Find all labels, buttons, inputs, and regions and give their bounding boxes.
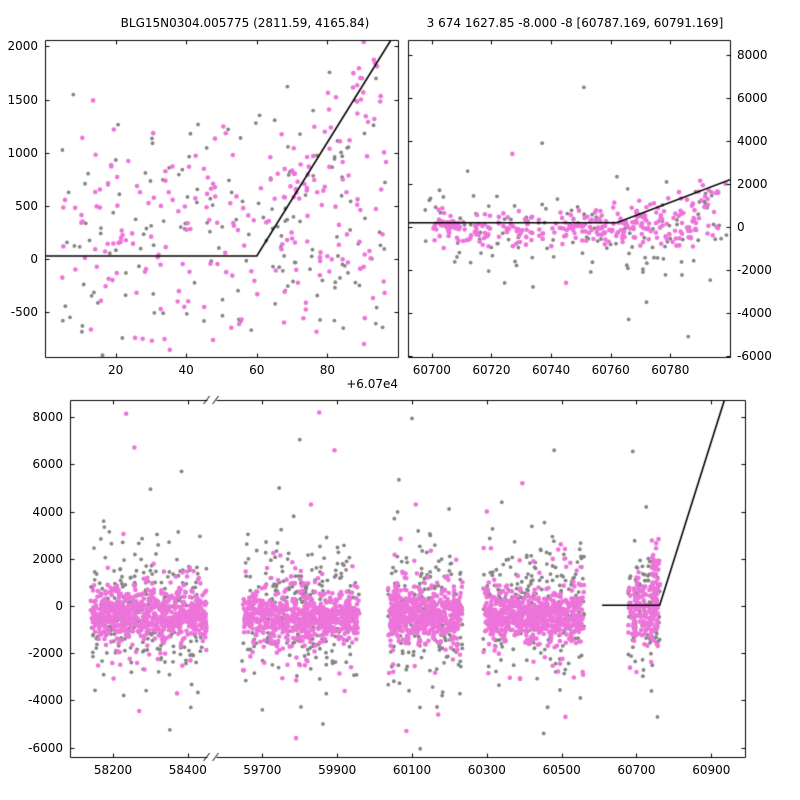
x-tick-label: 80	[319, 363, 336, 377]
y-tick-label: 4000	[737, 134, 768, 148]
x-tick-label: 58200	[93, 763, 133, 777]
x-tick-label: 60300	[467, 763, 506, 777]
y-tick-label: 2000	[737, 176, 768, 191]
x-tick-label: 60100	[392, 763, 432, 777]
x-tick-label: 20	[107, 363, 124, 377]
y-tick-label: 8000	[737, 48, 768, 63]
x-tick-label: 59700	[243, 763, 282, 777]
y-tick-label: -4000	[737, 305, 772, 320]
y-tick-label: 6000	[737, 91, 768, 106]
y-tick-label: -2000	[737, 262, 772, 277]
figure-title-fit-params: 3 674 1627.85 -8.000 -8 [60787.169, 6079…	[426, 16, 724, 30]
y-tick-label: 6000	[32, 457, 63, 472]
y-tick-label: 2000	[32, 551, 63, 566]
y-tick-label: 500	[15, 198, 38, 213]
y-tick-label: 8000	[32, 410, 63, 425]
x-tick-label: 60900	[692, 763, 731, 777]
x-tick-label: 60760	[591, 363, 630, 377]
y-tick-label: -500	[10, 305, 38, 320]
x-tick-label: 60780	[651, 363, 690, 377]
x-tick-label: 58400	[168, 763, 207, 777]
x-tick-label: 40	[178, 363, 194, 377]
figure-title-object: BLG15N0304.005775 (2811.59, 4165.84)	[120, 16, 370, 30]
y-tick-label: -2000	[28, 646, 63, 661]
x-tick-label: 60700	[617, 763, 656, 777]
x-tick-label: 60	[249, 363, 265, 377]
y-tick-label: -4000	[28, 693, 63, 708]
y-tick-label: 0	[30, 252, 38, 267]
y-tick-label: 1000	[7, 145, 38, 160]
y-tick-label: 1500	[7, 92, 38, 107]
y-tick-label: 0	[737, 219, 745, 234]
y-tick-label: 0	[55, 598, 63, 613]
x-tick-label: 60740	[532, 363, 571, 377]
y-tick-label: -6000	[737, 348, 772, 363]
x-tick-label: 59900	[318, 763, 357, 777]
x-tick-label: 60720	[472, 363, 511, 377]
y-tick-label: 4000	[32, 504, 63, 519]
x-tick-label: 60700	[412, 363, 451, 377]
y-tick-label: -6000	[28, 740, 63, 755]
x-tick-label: 60500	[542, 763, 581, 777]
x-offset-label: +6.07e4	[346, 377, 398, 391]
y-tick-label: 2000	[7, 39, 38, 54]
